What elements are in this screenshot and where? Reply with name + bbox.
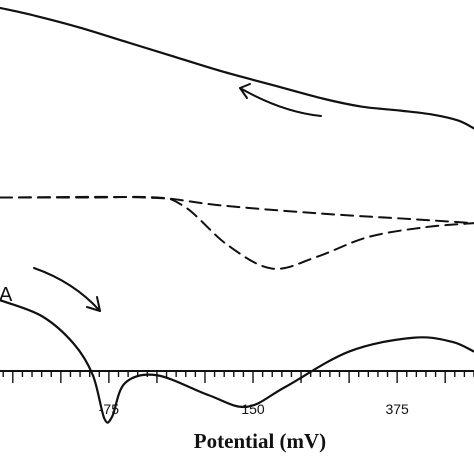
- scan-direction-arrow-lower: [33, 267, 101, 312]
- x-axis-title: Potential (mV): [194, 429, 326, 453]
- x-tick-label: 375: [385, 401, 409, 417]
- x-axis-ticks: [2, 371, 474, 383]
- scan-direction-arrow-lower-head: [86, 296, 101, 312]
- curves-layer: [0, 6, 474, 424]
- arrows-layer: [33, 83, 322, 312]
- scan-direction-arrow-upper-shaft: [239, 87, 322, 117]
- x-tick-label: -75: [99, 401, 119, 417]
- x-axis-tick-labels: -75 150 375: [99, 401, 409, 417]
- panel-label: A: [0, 284, 13, 306]
- series-line-1: [0, 6, 474, 130]
- scan-direction-arrow-lower-shaft: [33, 267, 101, 312]
- scan-direction-arrow-upper-head: [239, 83, 251, 99]
- scan-direction-arrow-upper: [239, 83, 322, 117]
- series-line-3: [0, 195, 474, 270]
- series-line-2: [0, 195, 474, 225]
- x-tick-label: 150: [241, 401, 265, 417]
